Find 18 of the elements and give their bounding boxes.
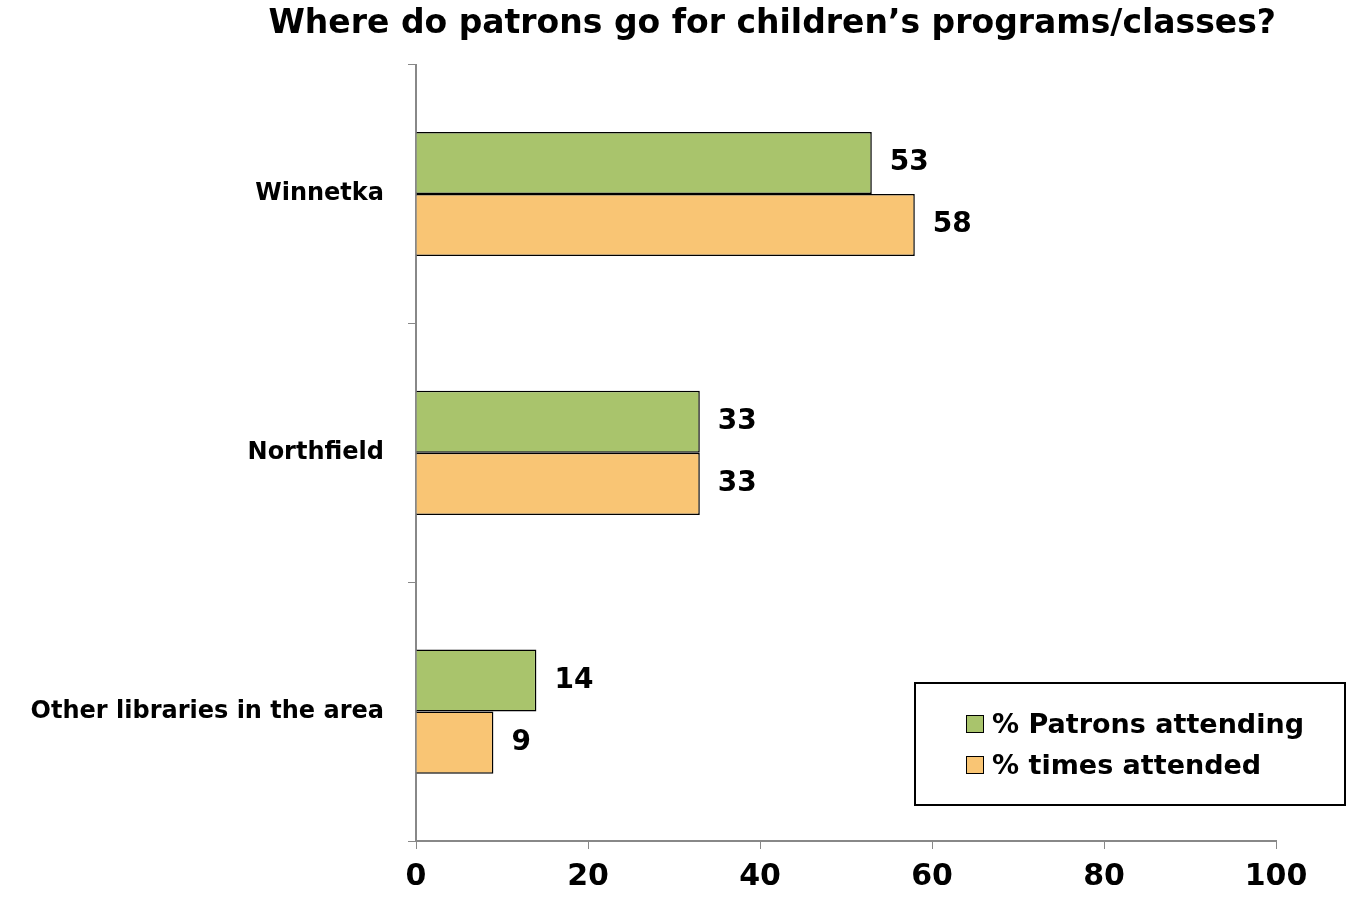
y-tick-label: Other libraries in the area	[30, 695, 384, 724]
legend-label: % times attended	[992, 749, 1262, 780]
data-label: 14	[554, 661, 594, 695]
x-tick-label: 40	[739, 856, 781, 892]
data-label: 9	[511, 723, 531, 757]
data-label: 33	[717, 465, 757, 499]
x-tick-label: 80	[1083, 856, 1125, 892]
x-tick-label: 20	[567, 856, 609, 892]
data-label: 33	[717, 403, 757, 437]
y-tick-label: Northfield	[247, 437, 384, 466]
x-tick-label: 60	[911, 856, 953, 892]
x-tick-label: 100	[1244, 856, 1308, 892]
legend-label: % Patrons attending	[992, 708, 1304, 739]
data-label: 53	[889, 144, 929, 178]
chart-title: Where do patrons go for children’s programs/classes?	[268, 2, 1276, 42]
data-label: 58	[932, 206, 972, 240]
x-tick-label: 0	[405, 856, 427, 892]
y-tick-label: Winnetka	[255, 178, 384, 207]
